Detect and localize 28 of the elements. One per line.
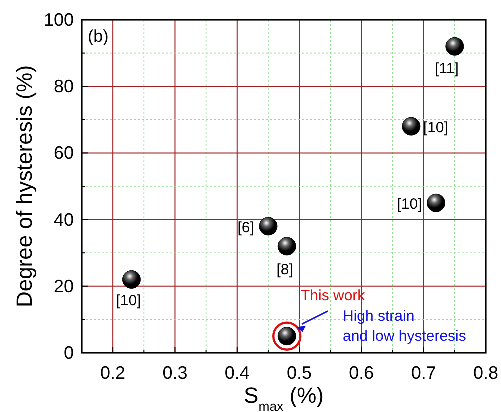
x-tick-label: 0.3 (162, 363, 188, 383)
y-tick-label: 20 (54, 276, 74, 296)
annotation: [11] (434, 60, 459, 78)
point (278, 237, 296, 256)
y-axis-title: Degree of hysteresis (%) (12, 65, 37, 308)
annotation: [10] (397, 196, 422, 214)
y-tick-label: 40 (54, 210, 74, 230)
annotation: (b) (88, 27, 109, 46)
annotation: [10] (423, 120, 448, 137)
point (122, 270, 141, 289)
point (259, 217, 278, 236)
annotation: [8] (276, 261, 294, 278)
y-tick-label: 60 (54, 143, 74, 164)
y-tick-label: 100 (44, 10, 74, 30)
y-tick-label: 0 (64, 343, 74, 363)
x-axis-title: S$_{max}$ (%) (244, 383, 324, 412)
x-tick-label: 0.6 (349, 363, 374, 383)
x-tick-label: 0.2 (100, 363, 126, 383)
annotation: [6] (238, 219, 254, 236)
y-tick-label: 80 (54, 76, 74, 97)
point (446, 37, 464, 56)
point (402, 117, 421, 136)
point (427, 194, 446, 212)
x-tick-label: 0.7 (411, 363, 436, 383)
x-tick-label: 0.4 (224, 363, 250, 383)
annotation: [10] (116, 292, 142, 310)
x-tick-label: 0.5 (287, 363, 312, 383)
x-tick-label: 0.8 (473, 363, 499, 383)
